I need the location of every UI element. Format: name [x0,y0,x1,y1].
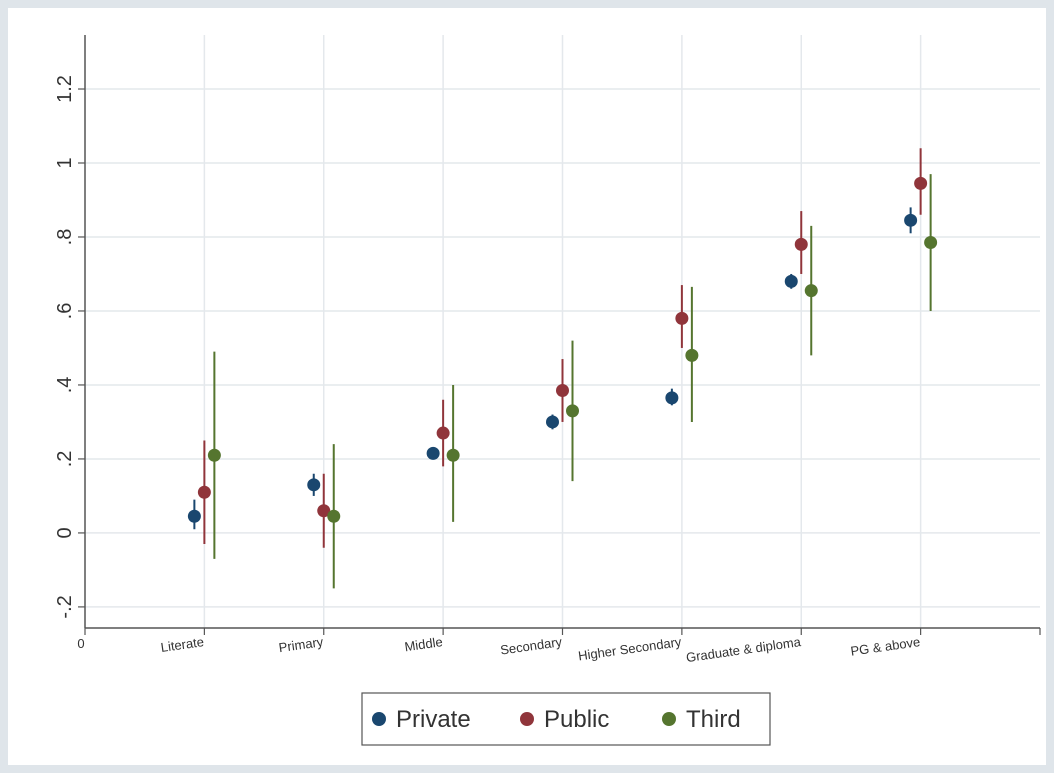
point [685,348,699,362]
point [924,236,938,250]
point [207,448,221,462]
point [546,415,559,429]
legend-marker [372,712,386,726]
point [914,176,928,190]
y-tick-label: 0 [54,527,76,538]
y-tick-label: .4 [54,377,76,394]
x-tick-label: 0 [77,636,84,651]
legend [361,692,771,746]
legend-label: Private [396,706,471,733]
y-tick-label: -.2 [54,595,76,618]
x-tick-label: Literate [160,634,205,655]
legend-label: Public [544,706,609,733]
point [327,509,341,523]
x-tick-label: Middle [404,634,444,654]
point [187,509,201,523]
legend-marker [520,712,534,726]
point [446,448,460,462]
point [566,404,579,418]
point [904,213,918,227]
y-tick-label: .6 [54,303,76,320]
point [675,311,689,325]
point [794,237,808,251]
x-tick-label: Primary [278,634,325,655]
point [307,478,321,492]
point [426,446,440,460]
graph-region [8,8,1046,765]
legend-label: Third [686,706,741,733]
point [665,391,679,405]
point [556,384,569,398]
point [784,274,798,288]
point [804,284,818,298]
y-tick-label: 1.2 [54,75,76,103]
legend-marker [662,712,676,726]
point [436,426,450,440]
y-tick-label: .8 [54,229,76,246]
y-tick-label: 1 [54,157,76,168]
point [197,485,211,499]
y-tick-label: .2 [54,451,76,468]
point [317,504,331,518]
